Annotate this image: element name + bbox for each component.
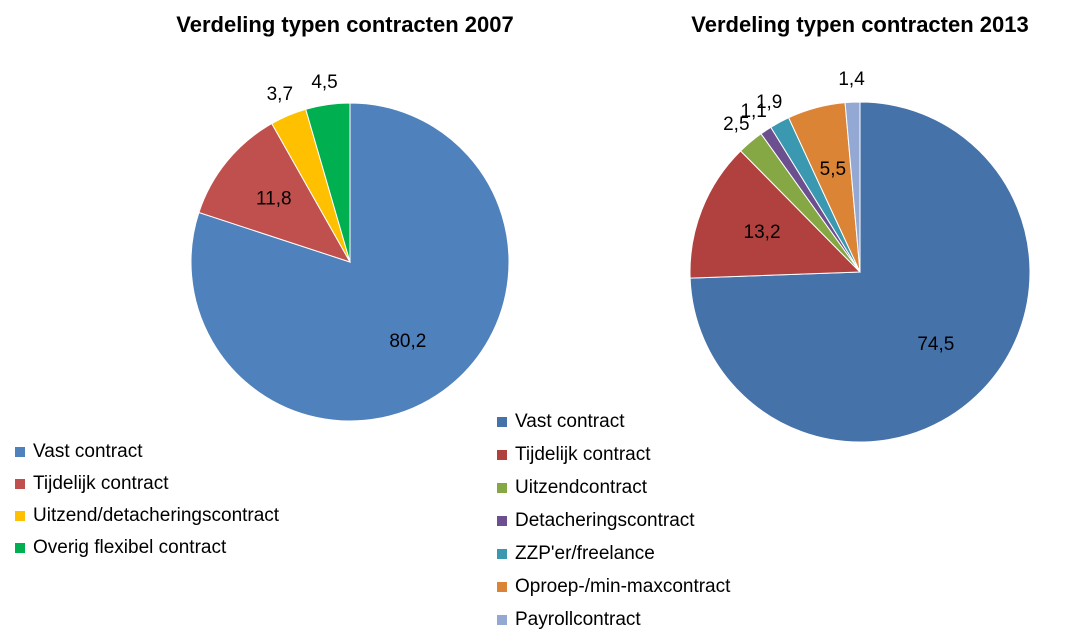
data-label: 3,7	[267, 84, 293, 105]
legend-label: Uitzend/detacheringscontract	[33, 505, 280, 526]
data-label: 2,5	[723, 114, 749, 135]
data-label: 4,5	[311, 72, 337, 93]
legend-label: Payrollcontract	[515, 609, 641, 629]
data-label: 80,2	[389, 331, 426, 352]
legend-swatch	[497, 615, 507, 625]
legend-label: ZZP'er/freelance	[515, 543, 655, 564]
legend-swatch	[497, 450, 507, 460]
legend-swatch	[15, 447, 25, 457]
pie-slice	[305, 102, 351, 263]
legend-label: Detacheringscontract	[515, 510, 695, 531]
data-label: 5,5	[820, 159, 846, 180]
legend-swatch	[497, 417, 507, 427]
pie-slice	[689, 150, 862, 279]
pie-slice	[844, 101, 861, 273]
legend-swatch	[497, 516, 507, 526]
data-label: 11,8	[256, 189, 292, 210]
legend-label: Overig flexibel contract	[33, 537, 227, 558]
data-label: 1,1	[740, 101, 766, 122]
legend-label: Vast contract	[515, 411, 625, 432]
data-label: 1,4	[838, 69, 865, 90]
legend-label: Oproep-/min-maxcontract	[515, 576, 731, 597]
pie-slice	[198, 122, 352, 263]
data-label: 1,9	[756, 92, 782, 113]
legend-swatch	[497, 582, 507, 592]
legend-swatch	[497, 483, 507, 493]
legend-swatch	[15, 479, 25, 489]
legend-label: Tijdelijk contract	[33, 473, 169, 494]
legend-label: Tijdelijk contract	[515, 444, 651, 465]
legend-label: Vast contract	[33, 441, 143, 462]
chart-title: Verdeling typen contracten 2007	[176, 12, 513, 37]
chart-title: Verdeling typen contracten 2013	[691, 12, 1028, 37]
data-label: 74,5	[917, 334, 954, 355]
data-label: 13,2	[744, 222, 781, 243]
legend-label: Uitzendcontract	[515, 477, 648, 498]
legend-swatch	[15, 511, 25, 521]
legend-swatch	[15, 543, 25, 553]
legend-swatch	[497, 549, 507, 559]
